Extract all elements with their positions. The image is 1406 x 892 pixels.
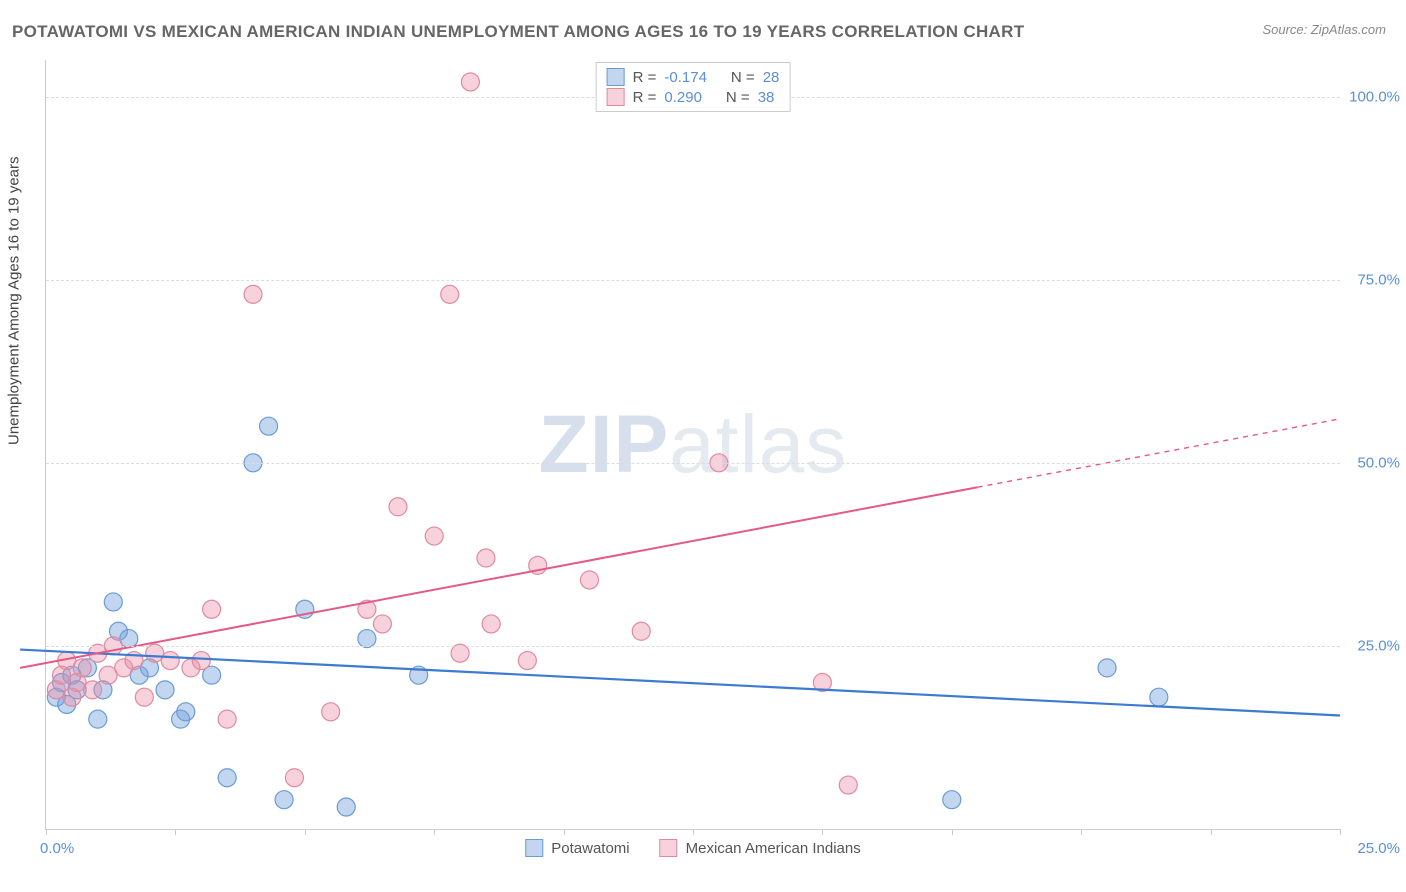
data-point [285,769,303,787]
data-point [73,659,91,677]
x-tick [46,829,47,835]
data-point [203,600,221,618]
x-tick [434,829,435,835]
plot-area: ZIPatlas R = -0.174 N = 28 R = 0.290 N =… [45,60,1340,830]
legend-item-potawatomi: Potawatomi [525,839,629,857]
n-value-potawatomi: 28 [763,69,780,86]
legend-label-mexican: Mexican American Indians [686,840,861,857]
y-tick-label: 100.0% [1349,88,1400,105]
x-tick [305,829,306,835]
data-point [322,703,340,721]
data-point [1150,688,1168,706]
data-point [244,285,262,303]
data-point [580,571,598,589]
data-point [218,710,236,728]
data-point [477,549,495,567]
swatch-mexican [607,88,625,106]
n-label: N = [731,69,755,86]
x-axis-max-label: 25.0% [1357,840,1400,857]
source-attribution: Source: ZipAtlas.com [1262,22,1386,37]
gridline [46,463,1340,464]
data-point [161,652,179,670]
data-point [425,527,443,545]
data-point [104,593,122,611]
n-value-mexican: 38 [758,89,775,106]
data-point [337,798,355,816]
trend-line-extrapolated [978,419,1340,487]
r-value-mexican: 0.290 [664,89,702,106]
y-tick-label: 75.0% [1357,271,1400,288]
data-point [84,681,102,699]
trend-line [20,487,978,668]
r-value-potawatomi: -0.174 [664,69,707,86]
data-point [373,615,391,633]
swatch-potawatomi-bottom [525,839,543,857]
data-point [156,681,174,699]
gridline [46,280,1340,281]
x-tick [1340,829,1341,835]
data-point [482,615,500,633]
swatch-potawatomi [607,68,625,86]
data-point [89,710,107,728]
chart-container: POTAWATOMI VS MEXICAN AMERICAN INDIAN UN… [0,0,1406,892]
legend-row-mexican: R = 0.290 N = 38 [607,87,780,107]
source-name: ZipAtlas.com [1311,22,1386,37]
chart-title: POTAWATOMI VS MEXICAN AMERICAN INDIAN UN… [12,22,1024,42]
data-point [192,652,210,670]
data-point [943,791,961,809]
data-point [839,776,857,794]
data-point [177,703,195,721]
legend-item-mexican: Mexican American Indians [660,839,861,857]
x-axis-min-label: 0.0% [40,840,74,857]
y-axis-label: Unemployment Among Ages 16 to 19 years [6,156,23,445]
x-tick [822,829,823,835]
x-tick [564,829,565,835]
x-tick [952,829,953,835]
data-point [632,622,650,640]
source-prefix: Source: [1262,22,1310,37]
data-point [275,791,293,809]
data-point [260,417,278,435]
r-label: R = [633,69,657,86]
gridline [46,646,1340,647]
n-label: N = [726,89,750,106]
data-point [1098,659,1116,677]
y-tick-label: 25.0% [1357,637,1400,654]
x-tick [693,829,694,835]
legend-label-potawatomi: Potawatomi [551,840,629,857]
x-tick [1211,829,1212,835]
series-legend: Potawatomi Mexican American Indians [525,839,860,857]
data-point [461,73,479,91]
data-point [441,285,459,303]
plot-svg [46,60,1340,829]
x-tick [175,829,176,835]
swatch-mexican-bottom [660,839,678,857]
y-tick-label: 50.0% [1357,454,1400,471]
data-point [389,498,407,516]
data-point [135,688,153,706]
data-point [451,644,469,662]
correlation-legend: R = -0.174 N = 28 R = 0.290 N = 38 [596,62,791,112]
trend-line [20,650,1340,716]
legend-row-potawatomi: R = -0.174 N = 28 [607,67,780,87]
data-point [518,652,536,670]
data-point [218,769,236,787]
data-point [358,630,376,648]
r-label: R = [633,89,657,106]
x-tick [1081,829,1082,835]
